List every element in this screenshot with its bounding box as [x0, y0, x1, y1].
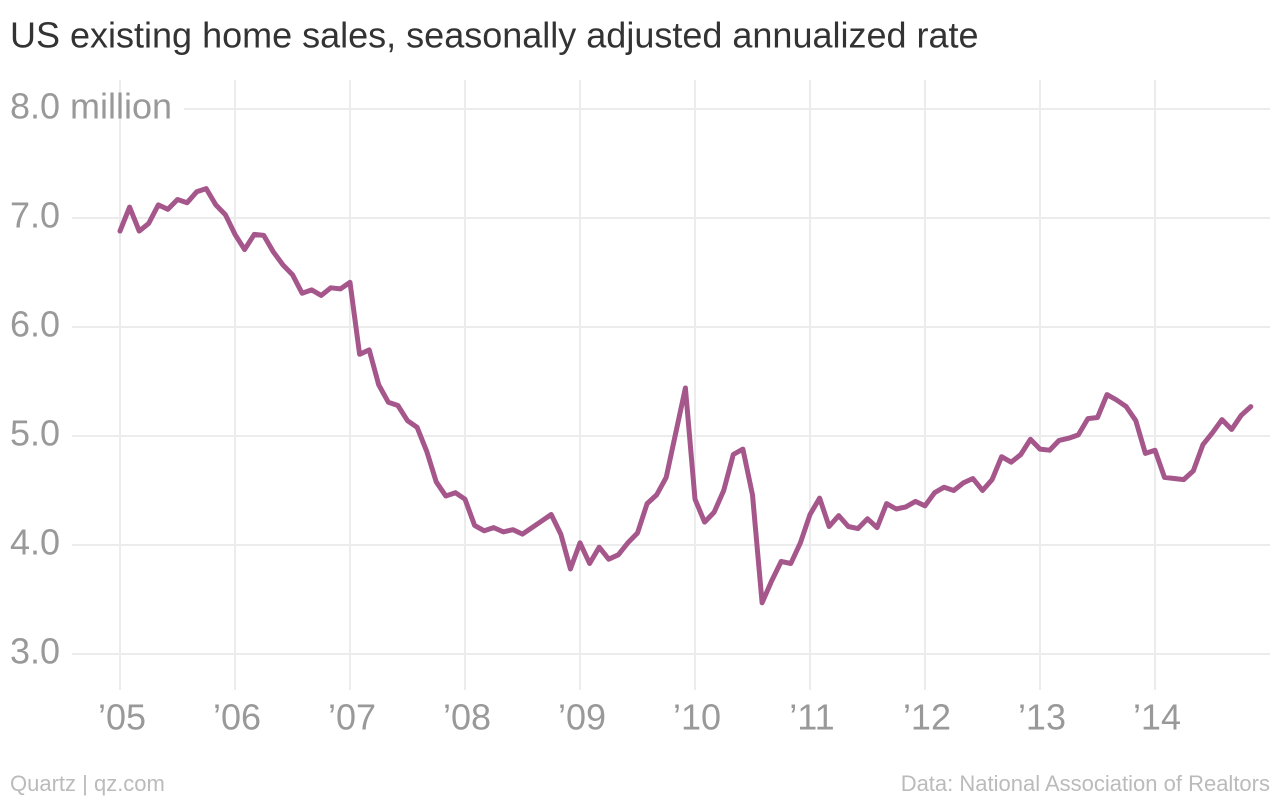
y-tick-label: 3.0 [10, 631, 60, 672]
y-tick-label: 5.0 [10, 413, 60, 454]
grid [72, 80, 1270, 690]
x-tick-label: ’08 [443, 697, 491, 738]
line [117, 186, 1254, 606]
source-right: Data: National Association of Realtors [901, 771, 1270, 796]
x-tick-label: ’12 [903, 697, 951, 738]
x-tick-label: ’09 [558, 697, 606, 738]
y-tick-label: 6.0 [10, 304, 60, 345]
x-tick-label: ’05 [98, 697, 146, 738]
x-tick-label: ’06 [213, 697, 261, 738]
x-tick-label: ’14 [1133, 697, 1181, 738]
x-tick-label: ’10 [673, 697, 721, 738]
y-tick-label: 7.0 [10, 195, 60, 236]
x-tick-label: ’11 [789, 697, 834, 738]
y-tick-label: 4.0 [10, 522, 60, 563]
source-left: Quartz | qz.com [10, 771, 165, 796]
chart-title: US existing home sales, seasonally adjus… [10, 15, 979, 56]
x-tick-label: ’07 [328, 697, 376, 738]
x-tick-label: ’13 [1018, 697, 1066, 738]
y-tick-label: 8.0 million [10, 86, 172, 127]
